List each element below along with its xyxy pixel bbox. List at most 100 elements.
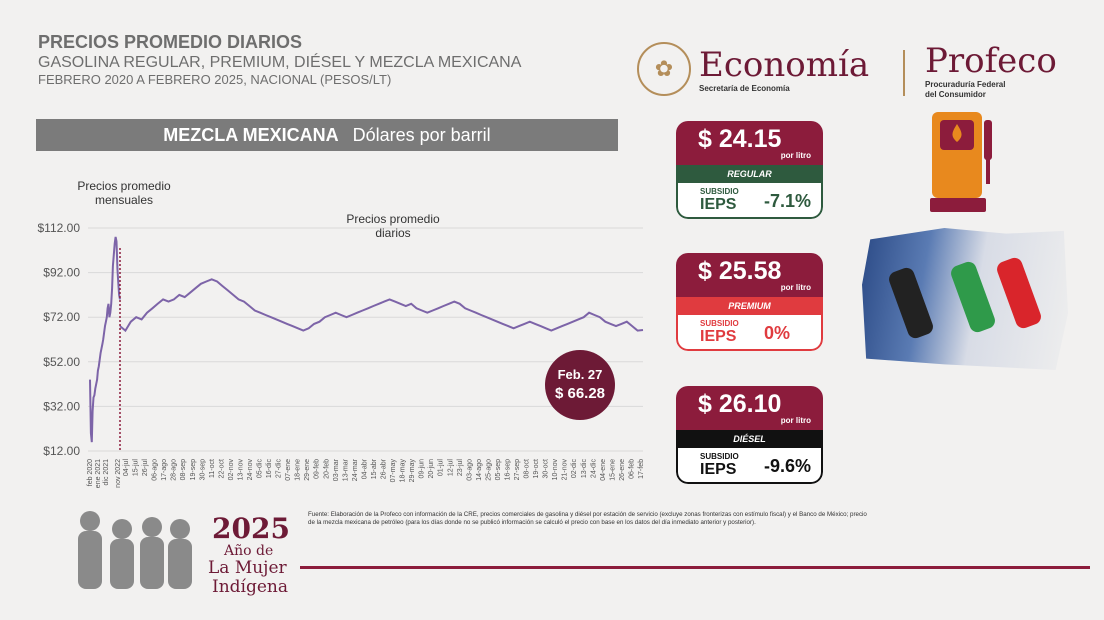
premium-unit: por litro bbox=[780, 283, 811, 292]
chart-header-unit: Dólares por barril bbox=[352, 124, 491, 145]
x-tick-label: 09-jun bbox=[419, 459, 426, 479]
x-tick-label: 19-oct bbox=[533, 459, 540, 479]
y-tick-label: $112.00 bbox=[38, 221, 81, 235]
profeco-logo: Profeco Procuraduría Federal del Consumi… bbox=[925, 42, 1057, 100]
y-tick-label: $52.00 bbox=[43, 355, 80, 369]
diesel-subsidio-pct: -9.6% bbox=[764, 456, 812, 476]
x-tick-label: 26-ene bbox=[619, 459, 626, 481]
fuel-pump-icon bbox=[930, 112, 992, 212]
x-tick-label: 17-ago bbox=[161, 459, 168, 481]
regular-label: REGULAR bbox=[676, 165, 823, 183]
regular-unit: por litro bbox=[780, 151, 811, 160]
x-tick-label: 13-nov bbox=[237, 459, 244, 481]
x-tick-label: 29-ene bbox=[304, 459, 311, 481]
year-line-1: Año de bbox=[224, 543, 274, 559]
x-tick-label: 28-ago bbox=[171, 459, 178, 481]
x-tick-label: 15-ene bbox=[609, 459, 616, 481]
profeco-subtitle-1: Procuraduría Federal bbox=[925, 80, 1006, 89]
premium-price-card: $ 25.58 por litro PREMIUM SUBSIDIO IEPS … bbox=[676, 253, 823, 351]
x-tick-label: 15-abr bbox=[371, 458, 378, 479]
x-tick-label: 15-jul bbox=[133, 459, 140, 477]
regular-price-card: $ 24.15 por litro REGULAR SUBSIDIO IEPS … bbox=[676, 121, 823, 219]
x-tick-label: 24-mar bbox=[352, 458, 359, 481]
annotation-daily-2: diarios bbox=[375, 226, 410, 240]
x-tick-label: 18-ene bbox=[295, 459, 302, 481]
x-tick-label: ene 2021 bbox=[95, 459, 102, 488]
premium-subsidio-label: SUBSIDIO bbox=[700, 319, 739, 328]
x-tick-label: 03-ago bbox=[466, 459, 473, 481]
diesel-price: $ 26.10 bbox=[698, 390, 782, 418]
x-tick-label: 05-dic bbox=[257, 459, 264, 479]
regular-price: $ 24.15 bbox=[698, 125, 782, 153]
x-tick-label: 10-nov bbox=[552, 459, 559, 481]
page-subtitle-period: FEBRERO 2020 A FEBRERO 2025, NACIONAL (P… bbox=[38, 72, 392, 87]
x-tick-label: 18-may bbox=[400, 459, 407, 483]
x-tick-label: 20-feb bbox=[323, 459, 330, 479]
footer-rule bbox=[300, 566, 1090, 569]
x-tick-label: 26-abr bbox=[381, 458, 388, 479]
x-tick-label: 27-sep bbox=[514, 459, 521, 481]
x-tick-label: 30-sep bbox=[199, 459, 206, 481]
page-subtitle: GASOLINA REGULAR, PREMIUM, DIÉSEL Y MEZC… bbox=[38, 54, 522, 71]
x-tick-label: 08-oct bbox=[524, 459, 531, 479]
x-tick-label: 06-ago bbox=[152, 459, 159, 481]
x-tick-label: 20-jun bbox=[428, 459, 435, 479]
diesel-unit: por litro bbox=[780, 416, 811, 425]
x-tick-label: 16-sep bbox=[504, 459, 511, 481]
x-tick-label: 04-ene bbox=[600, 459, 607, 481]
x-tick-label: 04-abr bbox=[361, 458, 368, 479]
economia-subtitle: Secretaría de Economía bbox=[699, 83, 790, 93]
fuel-nozzles-photo bbox=[862, 228, 1068, 370]
red-nozzle-icon bbox=[994, 255, 1044, 331]
x-tick-label: 27-dic bbox=[276, 459, 283, 479]
premium-subsidio-pct: 0% bbox=[764, 323, 791, 343]
daily-series-line bbox=[119, 278, 644, 333]
x-tick-label: 11-oct bbox=[209, 459, 216, 478]
green-nozzle-icon bbox=[948, 259, 998, 335]
x-tick-label: 26-jul bbox=[142, 459, 149, 477]
annotation-daily: Precios promedio bbox=[346, 212, 440, 226]
x-tick-label: 22-oct bbox=[218, 459, 225, 479]
callout-date: Feb. 27 bbox=[558, 367, 603, 382]
x-tick-label: 23-jul bbox=[457, 459, 464, 477]
x-tick-label: 13-dic bbox=[581, 459, 588, 479]
year-line-3: Indígena bbox=[212, 577, 289, 597]
premium-ieps-label: IEPS bbox=[700, 328, 737, 345]
economia-logo: ✿ Economía Secretaría de Economía bbox=[637, 42, 869, 96]
year-text: 2025 bbox=[212, 512, 290, 545]
x-tick-label: 29-may bbox=[409, 459, 416, 483]
callout-circle bbox=[545, 350, 615, 420]
regular-subsidio-pct: -7.1% bbox=[764, 191, 812, 211]
x-tick-label: 07-may bbox=[390, 459, 397, 483]
x-tick-label: 06-feb bbox=[628, 459, 635, 479]
black-nozzle-icon bbox=[886, 265, 936, 341]
page-title: PRECIOS PROMEDIO DIARIOS bbox=[38, 32, 303, 52]
year-banner: 2025 Año de La Mujer Indígena bbox=[208, 514, 290, 597]
chart-header-bar: MEZCLA MEXICANA Dólares por barril bbox=[36, 119, 618, 151]
x-tick-label: 03-mar bbox=[333, 458, 340, 481]
chart-header-bold: MEZCLA MEXICANA bbox=[163, 124, 339, 145]
premium-price: $ 25.58 bbox=[698, 257, 782, 285]
y-tick-label: $12.00 bbox=[43, 444, 80, 458]
x-tick-label: dic 2021 bbox=[103, 459, 110, 486]
profeco-wordmark: Profeco bbox=[925, 41, 1057, 81]
annotation-monthly: Precios promedio bbox=[77, 179, 171, 193]
x-tick-label: 13-mar bbox=[342, 458, 349, 481]
x-tick-label: 21-nov bbox=[562, 459, 569, 481]
x-tick-label: 16-dic bbox=[266, 459, 273, 479]
y-tick-label: $32.00 bbox=[43, 399, 80, 413]
x-tick-label: 08-sep bbox=[180, 459, 187, 481]
y-tick-label: $92.00 bbox=[43, 266, 80, 280]
diesel-label: DIÉSEL bbox=[676, 430, 823, 448]
y-tick-label: $72.00 bbox=[43, 310, 80, 324]
x-tick-label: 25-ago bbox=[485, 459, 492, 481]
oil-price-chart: $112.00 $92.00 $72.00 $52.00 $32.00 $12.00 feb… bbox=[38, 179, 646, 488]
regular-ieps-label: IEPS bbox=[700, 196, 737, 213]
x-tick-label: 02-dic bbox=[571, 459, 578, 479]
diesel-ieps-label: IEPS bbox=[700, 461, 737, 478]
monthly-series-line bbox=[89, 236, 121, 443]
x-tick-label: 12-jul bbox=[447, 459, 454, 477]
x-tick-label: 24-dic bbox=[590, 459, 597, 479]
x-tick-label: 19-sep bbox=[190, 459, 197, 481]
x-tick-label: nov 2022 bbox=[115, 459, 122, 488]
